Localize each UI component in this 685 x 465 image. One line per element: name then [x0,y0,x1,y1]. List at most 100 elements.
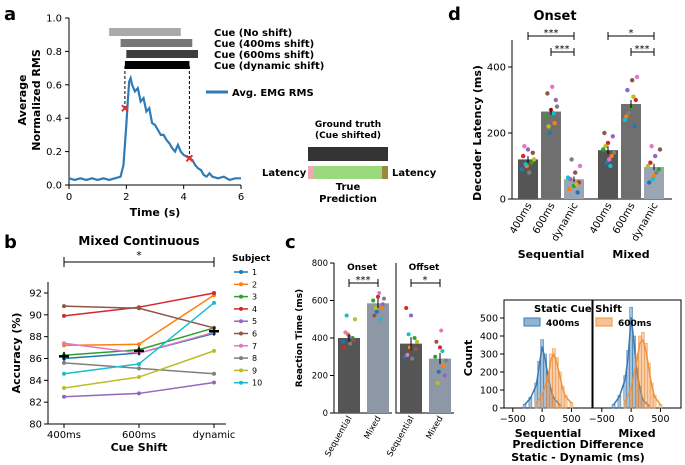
dot-d-1-0-3 [605,140,611,146]
cue-legend-label-1: Cue (400ms shift) [214,39,314,50]
dot-c-1-0-4 [409,313,413,318]
gt-title-line2: (Cue shifted) [315,131,381,141]
y-axis-label-h: Count [462,340,475,377]
dot-d-0-0-8 [531,157,537,162]
subject-legend-dot-1 [239,270,243,274]
dot-d-1-1-1 [624,114,629,119]
dot-d-1-0-8 [603,144,608,149]
dot-c-1-1-7 [444,358,448,363]
y-axis-label-a-line1: Average [16,75,29,126]
hist-bar-0-0-0 [522,404,527,409]
dot-c-1-0-5 [413,347,418,352]
dot-d-0-1-6 [550,84,555,90]
y-tick-label-b-0: 80 [29,420,42,431]
y-tick-label-h-0: 0 [492,404,498,415]
dot-d-1-2-6 [649,144,654,149]
emg-legend-label: Avg. EMG RMS [232,88,314,99]
dot-c-0-1-8 [373,306,378,310]
subject-point-4-2 [212,291,216,295]
y-axis-label-c: Reaction Time (ms) [295,289,305,387]
y-tick-label-a-2: 0.4 [46,114,62,125]
cue-legend-label-2: Cue (600ms shift) [214,50,314,61]
x-tick-label-b-1: 600ms [122,430,156,441]
x-tick-label-a-2: 4 [180,192,186,203]
subject-legend-label-1: 1 [252,268,257,277]
dot-d-0-2-1 [567,186,572,192]
subject-legend-label-7: 7 [252,342,257,351]
cue-marker-1 [185,154,194,162]
panel-letter-c: c [285,232,296,253]
y-axis-label-d: Decoder Latency (ms) [471,65,484,201]
dot-d-1-2-4 [653,153,658,159]
dot-c-1-1-5 [434,339,439,344]
sig-star-c-1: * [423,275,428,286]
subject-point-5-2 [212,380,216,385]
dot-d-1-0-0 [604,160,609,165]
group-label-d-1: Mixed [612,248,649,261]
dot-c-0-1-4 [380,302,385,307]
dot-d-0-0-0 [519,167,525,172]
y-tick-label-h-5: 500 [480,314,498,325]
bar-d-1-0 [598,150,618,199]
dot-d-0-1-8 [546,124,551,129]
dot-d-0-0-6 [522,144,527,149]
bar-d-1-2 [644,166,664,199]
dot-d-0-2-7 [569,157,574,162]
subject-point-2-1 [137,342,141,347]
dot-c-0-0-7 [348,341,353,346]
x-tick-label-a-3: 6 [238,192,244,203]
panel-c-reaction-chart: Reaction Time (ms) 0 200 400 600 800 Onset *** S… [295,259,454,459]
subject-point-9-2 [212,348,216,353]
dot-d-0-2-0 [575,190,580,195]
subject-legend-dot-3 [239,294,243,299]
y-tick-label-c-2: 400 [312,334,328,344]
chart-title-d: Onset [533,9,576,24]
subject-legend-dot-6 [239,331,243,336]
subject-point-6-0 [62,304,66,309]
dot-d-0-0-2 [529,160,534,165]
dot-c-0-1-0 [374,309,379,314]
subject-point-5-0 [62,394,66,399]
dot-d-1-1-3 [633,97,638,103]
dot-c-1-1-4 [442,373,447,378]
gt-latency-left-label: Latency [262,168,307,179]
dot-c-0-1-9 [378,317,383,322]
y-tick-label-d-0: 0 [500,195,506,206]
subject-point-10-1 [137,361,141,366]
dot-c-1-1-8 [435,381,440,385]
dot-d-1-1-5 [630,78,635,83]
gt-box [308,147,388,161]
dot-d-1-2-2 [656,167,661,172]
hist-legend-label-600: 600ms [618,319,652,329]
sig-star-d-low-0: *** [555,44,570,55]
dot-d-0-2-9 [565,175,571,180]
gt-prediction-bar [314,166,382,179]
y-tick-label-h-2: 200 [480,368,498,379]
cue-bar-3 [124,61,190,69]
sig-star-d-low-1: *** [635,44,650,55]
subject-point-8-2 [212,371,216,376]
subject-legend-label-2: 2 [252,280,257,289]
subject-legend-dot-5 [239,319,243,324]
x-tick-label-a-0: 0 [66,192,72,203]
x-tick-label-c-1-0: Sequential [385,415,416,459]
bar-c-1-1 [429,358,451,413]
dot-c-1-0-3 [404,306,409,310]
dot-c-0-0-6 [343,330,348,335]
dot-d-0-2-8 [574,181,579,187]
gt-latency-right-label: Latency [392,168,437,179]
sig-star-c-0: *** [356,275,371,286]
y-tick-label-d-1: 200 [487,129,506,140]
hist-legend-title: Static Cue Shift [534,304,622,315]
x-tick-label-a-1: 2 [123,192,129,203]
bar-c-1-0 [400,343,422,413]
dot-c-0-0-8 [353,317,357,322]
dot-c-0-1-7 [382,296,386,301]
gt-latency-right-swatch [382,166,388,179]
dot-c-0-1-3 [376,294,380,299]
subplot-label-h-0: Sequential [515,427,582,440]
dot-c-0-0-5 [351,337,356,342]
subject-point-4-0 [62,313,66,318]
